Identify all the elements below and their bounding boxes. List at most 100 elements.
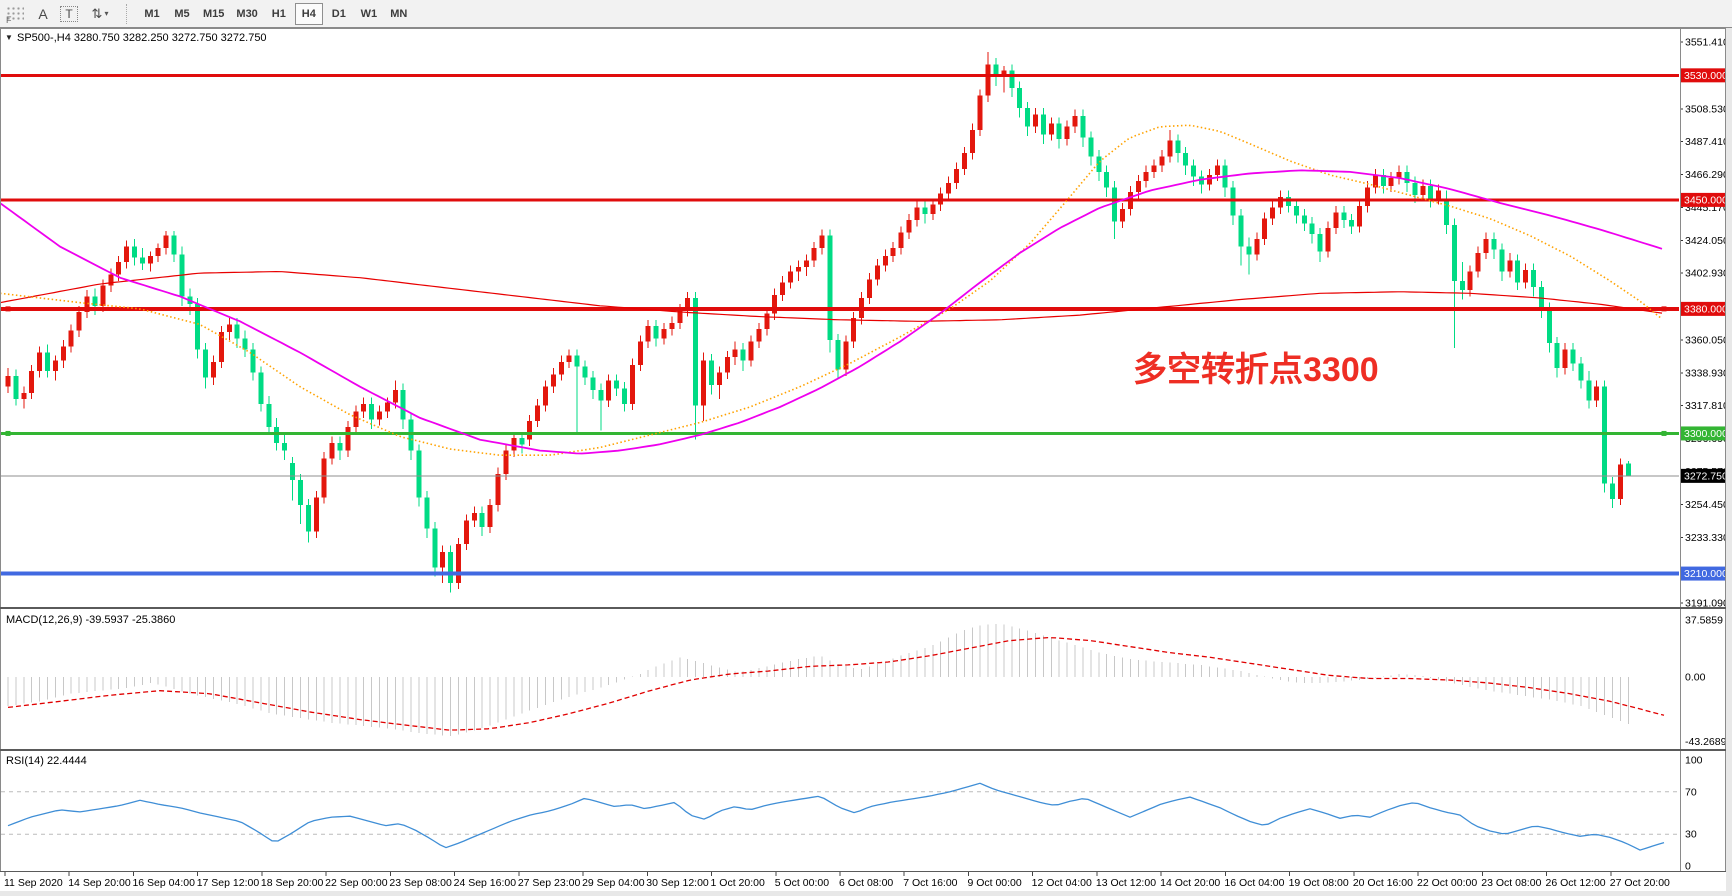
timeframe-button-H4[interactable]: H4 bbox=[294, 2, 323, 25]
rsi-scale-label: 100 bbox=[1685, 755, 1703, 767]
time-label: 1 Oct 20:00 bbox=[711, 877, 765, 889]
rsi-pane bbox=[1, 782, 1679, 851]
time-label: 16 Sep 04:00 bbox=[132, 877, 195, 889]
time-label: 23 Oct 08:00 bbox=[1481, 877, 1541, 889]
time-label: 22 Oct 00:00 bbox=[1417, 877, 1477, 889]
timeframe-button-D1[interactable]: D1 bbox=[325, 3, 353, 25]
timeframe-button-W1[interactable]: W1 bbox=[355, 3, 383, 25]
price-tick-label: 3360.050 bbox=[1685, 334, 1726, 346]
price-tag-label: 3300.000 bbox=[1684, 428, 1726, 440]
ma-red-line bbox=[1, 270, 1663, 322]
timeframe-button-H1[interactable]: H1 bbox=[265, 3, 293, 25]
pane-separator-macd[interactable] bbox=[0, 607, 1726, 609]
time-label: 17 Sep 12:00 bbox=[197, 877, 260, 889]
collapse-triangle-icon[interactable]: ▼ bbox=[5, 33, 13, 42]
time-label: 5 Oct 00:00 bbox=[775, 877, 829, 889]
time-label: 12 Oct 04:00 bbox=[1032, 877, 1092, 889]
line-handle-icon[interactable] bbox=[5, 430, 11, 436]
rsi-line bbox=[7, 782, 1665, 851]
time-label: 30 Sep 12:00 bbox=[646, 877, 709, 889]
price-tag-label: 3210.000 bbox=[1684, 568, 1726, 580]
time-label: 20 Oct 16:00 bbox=[1353, 877, 1413, 889]
price-tick-label: 3191.090 bbox=[1685, 598, 1726, 610]
f-label: F bbox=[6, 14, 12, 25]
ma-orange-line bbox=[1, 124, 1663, 456]
ma-magenta-line bbox=[1, 169, 1663, 455]
macd-pane bbox=[7, 624, 1665, 737]
macd-signal-line bbox=[7, 636, 1665, 731]
price-tick-label: 3551.410 bbox=[1685, 37, 1726, 49]
price-tick-label: 3466.290 bbox=[1685, 169, 1726, 181]
timeframe-button-MN[interactable]: MN bbox=[385, 3, 413, 25]
price-tag-label: 3272.750 bbox=[1684, 470, 1726, 482]
time-label: 7 Oct 16:00 bbox=[903, 877, 957, 889]
chart-header: SP500-,H4 3280.750 3282.250 3272.750 327… bbox=[17, 32, 267, 44]
price-tag-3272.750 bbox=[1681, 468, 1726, 483]
chart-window: 多空转折点3300 3551.410 3508.530 3487.410 3466.29… bbox=[0, 28, 1729, 891]
rsi-label: RSI(14) 22.4444 bbox=[6, 755, 87, 767]
price-tick-label: 3338.930 bbox=[1685, 367, 1726, 379]
price-tag-label: 3530.000 bbox=[1684, 70, 1726, 82]
rsi-scale-label: 30 bbox=[1685, 829, 1697, 841]
pane-separator-rsi[interactable] bbox=[0, 749, 1726, 751]
indicator-list-icon[interactable]: F bbox=[3, 3, 29, 25]
line-handle-icon[interactable] bbox=[1661, 430, 1667, 436]
time-label: 24 Sep 16:00 bbox=[454, 877, 517, 889]
price-tick-label: 3424.050 bbox=[1685, 235, 1726, 247]
dotted-grid-icon bbox=[6, 5, 24, 21]
line-handle-icon[interactable] bbox=[1661, 306, 1667, 312]
rsi-scale-label: 0 bbox=[1685, 861, 1691, 873]
timeframe-button-M30[interactable]: M30 bbox=[231, 3, 262, 25]
candlestick-series bbox=[5, 51, 1631, 593]
price-tag-label: 3380.000 bbox=[1684, 303, 1726, 315]
price-tag-3450.000 bbox=[1681, 192, 1726, 207]
annotation-text[interactable]: 多空转折点3300 bbox=[1133, 351, 1379, 389]
time-label: 23 Sep 08:00 bbox=[389, 877, 452, 889]
price-tag-label: 3450.000 bbox=[1684, 194, 1726, 206]
chevron-down-icon: ▾ bbox=[104, 9, 109, 18]
rsi-scale-label: 70 bbox=[1685, 786, 1697, 798]
time-label: 22 Sep 00:00 bbox=[325, 877, 388, 889]
timeframe-button-M1[interactable]: M1 bbox=[138, 3, 166, 25]
time-label: 26 Oct 12:00 bbox=[1546, 877, 1606, 889]
time-label: 16 Oct 04:00 bbox=[1224, 877, 1284, 889]
macd-label: MACD(12,26,9) -39.5937 -25.3860 bbox=[6, 614, 175, 626]
top-toolbar: F A T ⇅ ▾ M1 M5 M15 M30 H1 H4 D1 W1 MN bbox=[0, 0, 1732, 28]
timeframe-button-M15[interactable]: M15 bbox=[198, 3, 229, 25]
macd-scale-label: -43.2689 bbox=[1685, 736, 1726, 748]
time-label: 14 Oct 20:00 bbox=[1160, 877, 1220, 889]
price-tag-3210.000 bbox=[1681, 566, 1726, 581]
chart-background bbox=[0, 28, 1726, 891]
text-label-icon[interactable]: A bbox=[38, 5, 48, 22]
time-label: 29 Sep 04:00 bbox=[582, 877, 645, 889]
price-tick-label: 3508.530 bbox=[1685, 103, 1726, 115]
timeframe-button-M5[interactable]: M5 bbox=[168, 3, 196, 25]
text-box-icon[interactable]: T bbox=[57, 3, 81, 25]
line-handle-icon[interactable] bbox=[5, 306, 11, 312]
macd-scale-label: 37.5859 bbox=[1685, 614, 1723, 626]
macd-histogram bbox=[7, 624, 1629, 737]
chart-canvas[interactable]: 多空转折点3300 3551.410 3508.530 3487.410 3466.29… bbox=[0, 28, 1729, 891]
price-tick-label: 3402.930 bbox=[1685, 268, 1726, 280]
time-label: 19 Oct 08:00 bbox=[1289, 877, 1349, 889]
time-axis[interactable]: 11 Sep 2020 14 Sep 20:00 16 Sep 04:00 17 Se… bbox=[0, 872, 1726, 891]
time-label: 9 Oct 00:00 bbox=[967, 877, 1021, 889]
toolbar-separator bbox=[126, 3, 133, 24]
timeframe-button-group: M1 M5 M15 M30 H1 H4 D1 W1 MN bbox=[137, 2, 414, 25]
price-tick-label: 3233.330 bbox=[1685, 532, 1726, 544]
price-tick-label: 3317.810 bbox=[1685, 400, 1726, 412]
time-label: 14 Sep 20:00 bbox=[68, 877, 131, 889]
price-tag-3380.000 bbox=[1681, 301, 1726, 316]
cycle-arrows-icon[interactable]: ⇅ ▾ bbox=[91, 5, 109, 21]
price-tag-3300.000 bbox=[1681, 426, 1726, 441]
price-axis[interactable]: 3551.4103508.5303487.4103466.2903445.170… bbox=[1680, 37, 1729, 873]
price-tag-3530.000 bbox=[1681, 68, 1726, 83]
macd-scale-label: 0.00 bbox=[1685, 672, 1706, 684]
price-tick-label: 3254.450 bbox=[1685, 499, 1726, 511]
main-price-pane bbox=[1, 51, 1679, 593]
time-label: 6 Oct 08:00 bbox=[839, 877, 893, 889]
price-tick-label: 3487.410 bbox=[1685, 136, 1726, 148]
time-label: 11 Sep 2020 bbox=[4, 877, 63, 889]
time-label: 27 Oct 20:00 bbox=[1610, 877, 1670, 889]
time-label: 27 Sep 23:00 bbox=[518, 877, 581, 889]
